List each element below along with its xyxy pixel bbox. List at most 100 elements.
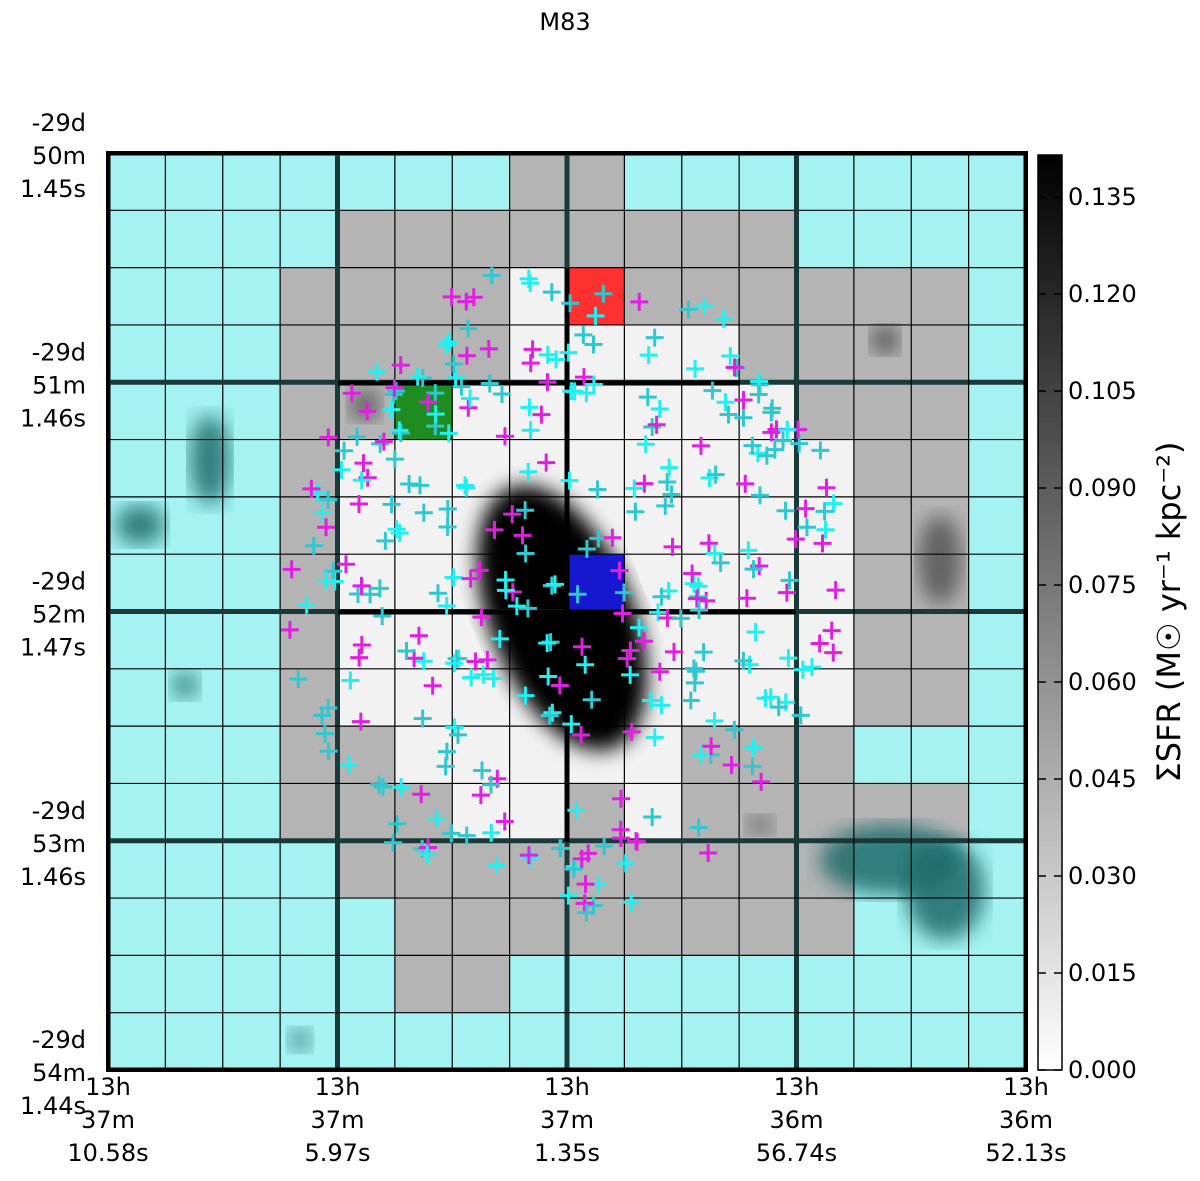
tick-label-line: -29d bbox=[32, 1026, 86, 1054]
source-marker bbox=[470, 561, 489, 580]
source-marker bbox=[611, 829, 630, 848]
source-marker bbox=[811, 441, 830, 460]
tick-label-line: -29d bbox=[32, 109, 86, 137]
source-marker bbox=[414, 652, 433, 671]
source-marker bbox=[280, 620, 299, 639]
cell bbox=[567, 210, 625, 269]
cell bbox=[337, 324, 396, 383]
source-marker bbox=[461, 389, 480, 408]
feature bbox=[288, 1028, 312, 1052]
source-marker bbox=[691, 746, 710, 765]
cell bbox=[222, 611, 281, 670]
x-tick-label: 13h 36m 56.74s bbox=[756, 1073, 837, 1167]
source-marker bbox=[725, 720, 744, 739]
source-marker bbox=[559, 343, 578, 362]
tick-label-line: 1.45s bbox=[20, 175, 86, 203]
cell bbox=[337, 611, 396, 670]
cell bbox=[337, 955, 396, 1014]
source-marker bbox=[815, 502, 834, 521]
x-tick-label: 13h 37m 10.58s bbox=[67, 1073, 148, 1167]
source-marker bbox=[354, 454, 373, 473]
source-marker bbox=[373, 607, 392, 626]
source-marker bbox=[519, 846, 538, 865]
source-marker bbox=[474, 665, 493, 684]
cell bbox=[624, 840, 683, 899]
source-marker bbox=[340, 755, 359, 774]
source-marker bbox=[520, 398, 539, 417]
cell bbox=[108, 439, 166, 498]
cell bbox=[452, 898, 511, 956]
cell bbox=[108, 840, 166, 899]
cell bbox=[853, 439, 912, 498]
cell bbox=[165, 726, 224, 784]
source-marker bbox=[538, 634, 557, 653]
cell bbox=[567, 439, 625, 498]
cell bbox=[165, 324, 224, 383]
cell bbox=[165, 554, 224, 612]
source-marker bbox=[826, 581, 845, 600]
source-marker bbox=[482, 823, 501, 842]
source-marker bbox=[643, 418, 662, 437]
cell bbox=[108, 153, 166, 211]
source-marker bbox=[457, 478, 476, 497]
source-marker bbox=[532, 405, 551, 424]
source-marker bbox=[802, 658, 821, 677]
cell bbox=[796, 1012, 855, 1070]
tick-label-line: 37m bbox=[81, 1106, 135, 1134]
source-marker bbox=[413, 709, 432, 728]
source-marker bbox=[652, 696, 671, 715]
cell bbox=[337, 153, 396, 211]
cell bbox=[567, 898, 625, 956]
source-marker bbox=[816, 520, 835, 539]
source-marker bbox=[516, 686, 535, 705]
source-marker bbox=[622, 893, 641, 912]
source-marker bbox=[734, 408, 753, 427]
source-marker bbox=[824, 643, 843, 662]
source-marker bbox=[579, 844, 598, 863]
cell bbox=[796, 955, 855, 1014]
cell bbox=[681, 898, 740, 956]
source-marker bbox=[681, 691, 700, 710]
source-marker bbox=[706, 465, 725, 484]
cell bbox=[509, 324, 568, 383]
cell bbox=[853, 955, 912, 1014]
colorbar bbox=[1037, 154, 1063, 1071]
cell bbox=[681, 611, 740, 670]
cell bbox=[681, 783, 740, 842]
cell bbox=[911, 439, 970, 498]
source-marker bbox=[714, 309, 733, 328]
cell bbox=[108, 554, 166, 612]
cell bbox=[222, 1012, 281, 1070]
source-marker bbox=[642, 691, 661, 710]
cell bbox=[911, 611, 970, 670]
source-marker bbox=[392, 778, 411, 797]
image bbox=[108, 153, 1026, 1070]
source-marker bbox=[457, 826, 476, 845]
source-marker bbox=[689, 601, 708, 620]
source-marker bbox=[562, 715, 581, 734]
source-marker bbox=[282, 560, 301, 579]
source-marker bbox=[370, 579, 389, 598]
source-marker bbox=[391, 423, 410, 442]
cell bbox=[509, 153, 568, 211]
source-marker bbox=[797, 518, 816, 537]
cell bbox=[853, 210, 912, 269]
source-marker bbox=[481, 775, 500, 794]
tick-label-line: -29d bbox=[32, 797, 86, 825]
cell bbox=[968, 153, 1026, 211]
source-marker bbox=[610, 561, 629, 580]
cell bbox=[853, 898, 912, 956]
cell bbox=[681, 267, 740, 326]
cell bbox=[452, 153, 511, 211]
source-marker bbox=[521, 848, 540, 867]
source-marker bbox=[752, 772, 771, 791]
source-marker bbox=[518, 599, 537, 618]
cell bbox=[853, 668, 912, 727]
colorbar-tick-label: 0.090 bbox=[1068, 474, 1137, 502]
source-marker bbox=[776, 501, 795, 520]
source-marker bbox=[639, 346, 658, 365]
source-marker bbox=[613, 604, 632, 623]
cell bbox=[796, 898, 855, 956]
cell bbox=[567, 1012, 625, 1070]
source-marker bbox=[473, 761, 492, 780]
